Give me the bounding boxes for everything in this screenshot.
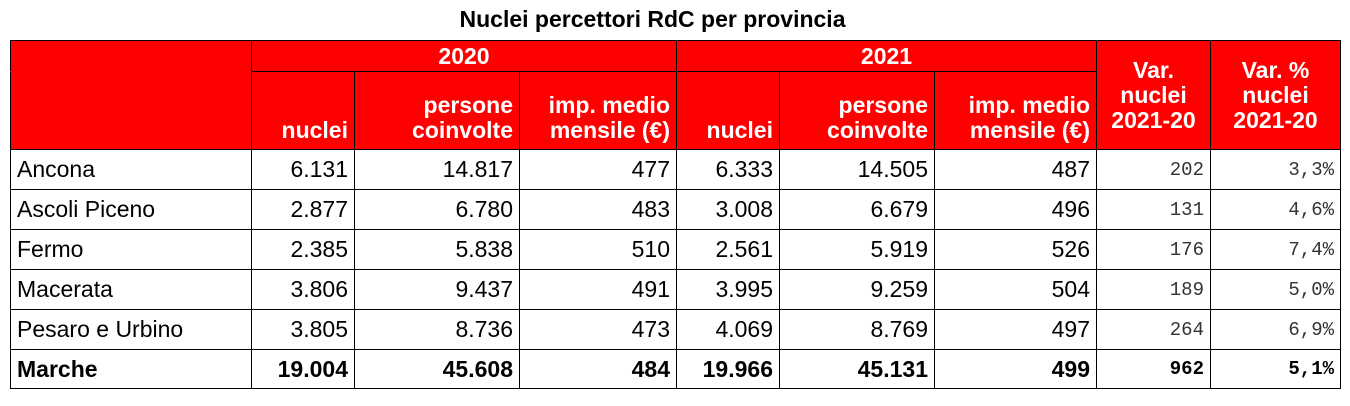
cell-imp-2020-total: 484	[519, 349, 677, 389]
cell-var-pct: 7,4%	[1210, 229, 1341, 270]
table-row-total: Marche 19.004 45.608 484 19.966 45.131 4…	[10, 349, 1341, 389]
cell-nuclei-2020: 2.877	[251, 189, 355, 230]
header-blank-cell-2	[10, 71, 252, 150]
cell-var-pct-total: 5,1%	[1210, 349, 1341, 389]
header-imp-2020: imp. medio mensile (€)	[519, 71, 677, 150]
header-persone-line1: persone	[423, 92, 513, 118]
cell-imp-2020: 483	[519, 189, 677, 230]
cell-var-pct: 3,3%	[1210, 149, 1341, 190]
header-var-pct-line1: Var. %	[1241, 56, 1310, 83]
header-persone-line2: coinvolte	[827, 117, 928, 143]
cell-var-nuclei: 264	[1096, 309, 1211, 350]
table-row: Ancona 6.131 14.817 477 6.333 14.505 487…	[10, 149, 1341, 190]
header-imp-line2: mensile (€)	[549, 117, 670, 143]
table-row: Fermo 2.385 5.838 510 2.561 5.919 526 17…	[10, 229, 1341, 270]
cell-var-nuclei-total: 962	[1096, 349, 1211, 389]
header-imp-line1: imp. medio	[968, 92, 1090, 118]
cell-persone-2020: 14.817	[354, 149, 520, 190]
header-var-nuclei-line2: nuclei	[1120, 81, 1187, 108]
header-row-columns: nuclei persone coinvolte imp. medio mens…	[10, 71, 1341, 150]
cell-nuclei-2021: 4.069	[676, 309, 780, 350]
cell-imp-2021: 496	[934, 189, 1097, 230]
table-row: Pesaro e Urbino 3.805 8.736 473 4.069 8.…	[10, 309, 1341, 350]
header-var-nuclei-line1: Var.	[1133, 56, 1174, 83]
cell-var-nuclei: 189	[1096, 269, 1211, 310]
table-row: Ascoli Piceno 2.877 6.780 483 3.008 6.67…	[10, 189, 1341, 230]
cell-provincia: Fermo	[10, 229, 252, 270]
header-imp-line1: imp. medio	[548, 92, 670, 118]
cell-imp-2021: 497	[934, 309, 1097, 350]
cell-imp-2020: 473	[519, 309, 677, 350]
cell-imp-2021: 526	[934, 229, 1097, 270]
header-nuclei-2020: nuclei	[251, 71, 355, 150]
cell-provincia: Ancona	[10, 149, 252, 190]
cell-persone-2021-total: 45.131	[779, 349, 935, 389]
cell-imp-2020: 477	[519, 149, 677, 190]
table-row: Macerata 3.806 9.437 491 3.995 9.259 504…	[10, 269, 1341, 310]
cell-nuclei-2021: 3.008	[676, 189, 780, 230]
cell-imp-2021: 487	[934, 149, 1097, 190]
header-nuclei-2021: nuclei	[676, 71, 780, 150]
header-blank-cell	[10, 40, 252, 72]
cell-imp-2021: 504	[934, 269, 1097, 310]
cell-provincia: Ascoli Piceno	[10, 189, 252, 230]
cell-persone-2020-total: 45.608	[354, 349, 520, 389]
cell-nuclei-2021: 3.995	[676, 269, 780, 310]
cell-nuclei-2020: 3.806	[251, 269, 355, 310]
header-persone-line2: coinvolte	[412, 117, 513, 143]
cell-var-pct: 5,0%	[1210, 269, 1341, 310]
cell-persone-2020: 8.736	[354, 309, 520, 350]
header-var-nuclei: Var. nuclei 2021-20	[1096, 40, 1211, 150]
cell-persone-2020: 5.838	[354, 229, 520, 270]
cell-var-nuclei: 176	[1096, 229, 1211, 270]
cell-persone-2021: 5.919	[779, 229, 935, 270]
header-row-years: 2020 2021 Var. nuclei 2021-20 Var. % nuc…	[10, 40, 1341, 150]
cell-persone-2021: 14.505	[779, 149, 935, 190]
cell-nuclei-2021-total: 19.966	[676, 349, 780, 389]
cell-provincia-total: Marche	[10, 349, 252, 389]
cell-nuclei-2020: 2.385	[251, 229, 355, 270]
cell-persone-2021: 8.769	[779, 309, 935, 350]
cell-persone-2021: 9.259	[779, 269, 935, 310]
data-table: 2020 2021 Var. nuclei 2021-20 Var. % nuc…	[10, 40, 1341, 389]
header-year-2020: 2020	[251, 40, 677, 72]
cell-var-pct: 6,9%	[1210, 309, 1341, 350]
cell-var-nuclei: 202	[1096, 149, 1211, 190]
header-var-pct: Var. % nuclei 2021-20	[1210, 40, 1341, 150]
cell-var-pct: 4,6%	[1210, 189, 1341, 230]
cell-provincia: Macerata	[10, 269, 252, 310]
cell-imp-2020: 491	[519, 269, 677, 310]
cell-imp-2021-total: 499	[934, 349, 1097, 389]
header-persone-line1: persone	[838, 92, 928, 118]
cell-nuclei-2020: 6.131	[251, 149, 355, 190]
cell-imp-2020: 510	[519, 229, 677, 270]
cell-nuclei-2020-total: 19.004	[251, 349, 355, 389]
header-imp-2021: imp. medio mensile (€)	[934, 71, 1097, 150]
cell-nuclei-2021: 2.561	[676, 229, 780, 270]
header-persone-2021: persone coinvolte	[779, 71, 935, 150]
header-var-pct-line2: nuclei	[1242, 81, 1309, 108]
cell-var-nuclei: 131	[1096, 189, 1211, 230]
cell-nuclei-2020: 3.805	[251, 309, 355, 350]
header-var-pct-line3: 2021-20	[1233, 106, 1318, 133]
cell-persone-2020: 6.780	[354, 189, 520, 230]
cell-persone-2020: 9.437	[354, 269, 520, 310]
header-persone-2020: persone coinvolte	[354, 71, 520, 150]
cell-provincia: Pesaro e Urbino	[10, 309, 252, 350]
header-var-nuclei-line3: 2021-20	[1111, 106, 1196, 133]
header-imp-line2: mensile (€)	[969, 117, 1090, 143]
header-year-2021: 2021	[676, 40, 1097, 72]
cell-nuclei-2021: 6.333	[676, 149, 780, 190]
cell-persone-2021: 6.679	[779, 189, 935, 230]
page-title: Nuclei percettori RdC per provincia	[459, 6, 846, 32]
